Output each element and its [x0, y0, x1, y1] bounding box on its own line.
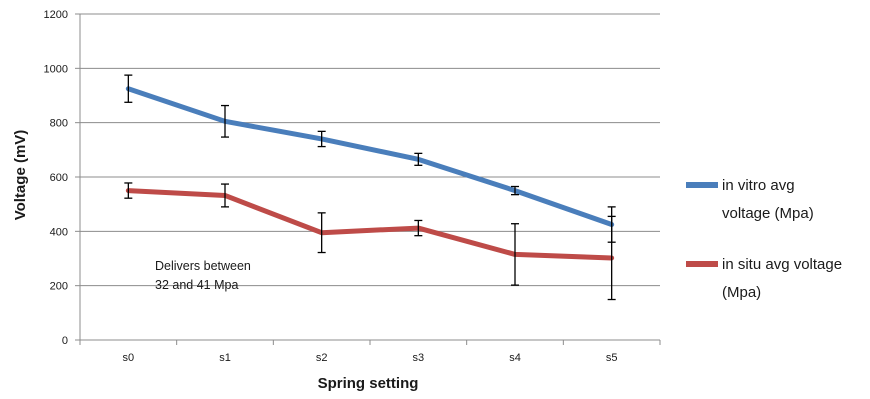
series-line-1: [125, 188, 615, 261]
annotation-line-1: Delivers between: [155, 259, 251, 273]
x-tick-label-s0: s0: [123, 352, 135, 364]
x-tick-label-s3: s3: [413, 352, 425, 364]
legend-label-in-situ: in situ avg voltage (Mpa): [722, 256, 846, 301]
y-tick-label: 1200: [44, 9, 68, 21]
error-bar: [221, 183, 229, 208]
x-tick-label-s2: s2: [316, 352, 328, 364]
error-bar: [317, 212, 326, 254]
y-tick-label: 1000: [44, 63, 68, 75]
gridlines: [80, 13, 660, 287]
x-tick-label-s4: s4: [509, 352, 521, 364]
x-axis-title: Spring setting: [318, 375, 419, 392]
error-bar: [607, 215, 616, 301]
y-tick-label: 200: [50, 281, 68, 293]
x-tick-label-s5: s5: [606, 352, 618, 364]
y-tick-label: 400: [50, 226, 68, 238]
error-bar: [317, 130, 326, 148]
axes: [75, 13, 661, 345]
error-bar: [511, 185, 519, 196]
error-bar: [124, 74, 133, 103]
legend-label-in-vitro: in vitro avg voltage (Mpa): [722, 177, 814, 222]
annotation-line-2: 32 and 41 Mpa: [155, 278, 238, 292]
series-line-0: [125, 86, 615, 228]
annotation-text: Delivers between 32 and 41 Mpa: [155, 259, 254, 292]
legend: in vitro avg voltage (Mpa) in situ avg v…: [686, 177, 846, 301]
series-lines: [125, 86, 615, 261]
error-bar: [124, 182, 133, 199]
y-axis-title: Voltage (mV): [12, 130, 29, 221]
error-bar: [511, 223, 519, 286]
x-tick-label-s1: s1: [219, 352, 231, 364]
error-bar: [221, 104, 229, 138]
y-tick-label: 800: [50, 118, 68, 130]
error-bars: [124, 74, 616, 301]
error-bar: [414, 152, 423, 166]
legend-item-in-situ: in situ avg voltage (Mpa): [686, 256, 846, 301]
error-bar: [414, 219, 423, 237]
y-tick-label: 600: [50, 172, 68, 184]
tick-labels: 0 200 400 600 800 1000 1200 s0 s1 s2 s3 s4 s5: [44, 9, 618, 364]
y-tick-label: 0: [62, 335, 68, 347]
legend-item-in-vitro: in vitro avg voltage (Mpa): [686, 177, 814, 222]
